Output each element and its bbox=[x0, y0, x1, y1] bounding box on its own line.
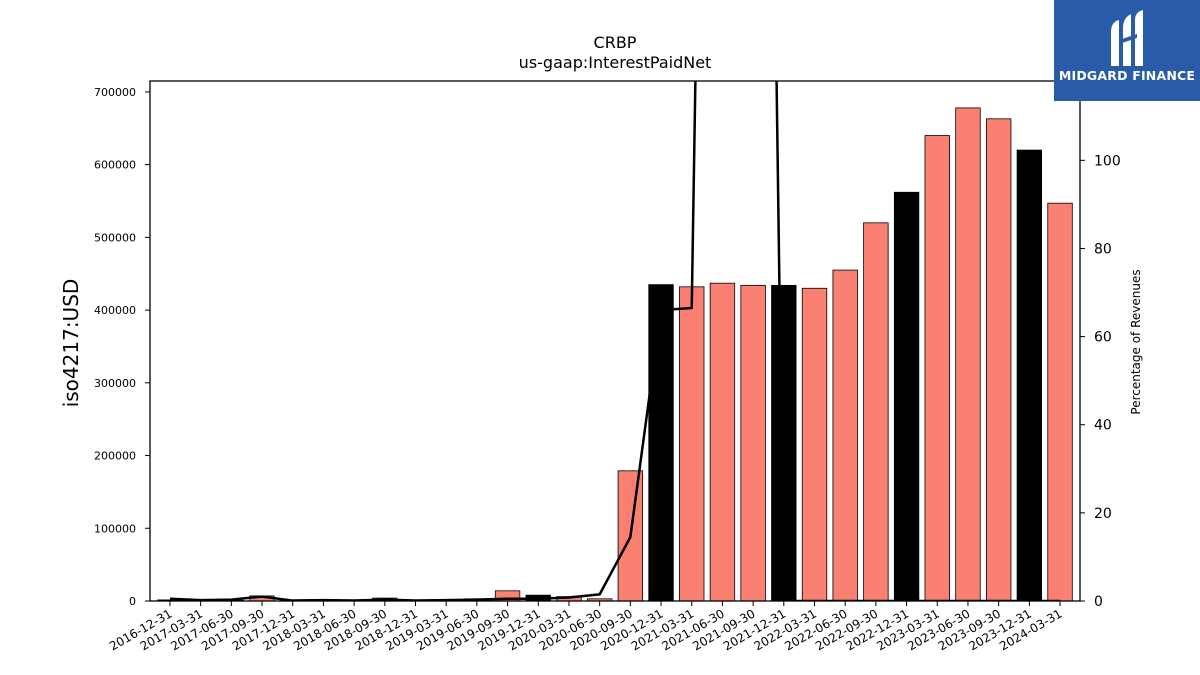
y2-tick-label: 40 bbox=[1094, 418, 1112, 434]
bar-2021-03-31 bbox=[679, 286, 705, 602]
y2-tick-label: 60 bbox=[1094, 330, 1112, 346]
brand-name: MIDGARD FINANCE bbox=[1058, 68, 1196, 83]
bar-2023-06-30 bbox=[955, 107, 981, 602]
bar-2024-03-31 bbox=[1047, 202, 1073, 602]
bar-2022-09-30 bbox=[863, 222, 889, 602]
midgard-m-icon bbox=[1111, 10, 1143, 66]
bar-2023-12-31 bbox=[1016, 149, 1043, 602]
bar-2022-12-31 bbox=[893, 191, 920, 602]
y-tick-label: 400000 bbox=[94, 304, 136, 317]
bars-group bbox=[157, 107, 1073, 602]
bar-2023-09-30 bbox=[985, 118, 1012, 602]
y-tick-label: 700000 bbox=[94, 86, 136, 99]
y2-tick-label: 80 bbox=[1094, 241, 1112, 257]
y2-axis-label: Percentage of Revenues bbox=[1129, 269, 1143, 414]
chart-subtitle: us-gaap:InterestPaidNet bbox=[519, 53, 712, 72]
chart-title: CRBP bbox=[594, 33, 637, 52]
bar-2023-03-31 bbox=[924, 135, 950, 602]
y-axis-label: iso4217:USD bbox=[59, 279, 83, 408]
bar-2022-03-31 bbox=[801, 287, 828, 602]
y-tick-label: 600000 bbox=[94, 159, 136, 172]
y-tick-label: 100000 bbox=[94, 522, 136, 535]
percentage-line bbox=[169, 81, 1061, 601]
y-tick-label: 0 bbox=[129, 595, 136, 608]
bar-2022-06-30 bbox=[832, 269, 858, 602]
y2-tick-label: 0 bbox=[1094, 594, 1103, 610]
bar-2021-09-30 bbox=[740, 284, 766, 602]
y-tick-label: 500000 bbox=[94, 231, 136, 244]
line-group bbox=[169, 81, 1061, 601]
y-tick-label: 300000 bbox=[94, 377, 136, 390]
bar-2021-06-30 bbox=[709, 282, 736, 602]
plot-frame bbox=[149, 80, 1081, 602]
brand-logo: MIDGARD FINANCE bbox=[1054, 0, 1200, 101]
y2-tick-label: 20 bbox=[1094, 506, 1112, 522]
y-tick-label: 200000 bbox=[94, 450, 136, 463]
y2-tick-label: 100 bbox=[1094, 153, 1121, 169]
bar-2020-12-31 bbox=[648, 284, 674, 602]
